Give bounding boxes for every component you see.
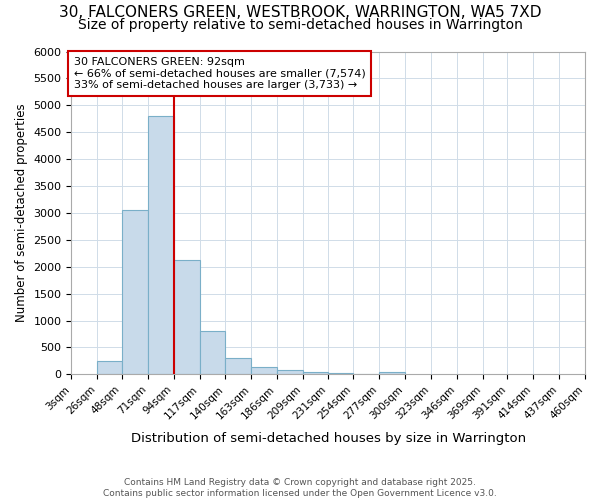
Bar: [303, 372, 328, 374]
Bar: [148, 116, 173, 374]
Bar: [379, 372, 405, 374]
Text: Size of property relative to semi-detached houses in Warrington: Size of property relative to semi-detach…: [77, 18, 523, 32]
Y-axis label: Number of semi-detached properties: Number of semi-detached properties: [15, 104, 28, 322]
Bar: [122, 210, 148, 374]
Text: Contains HM Land Registry data © Crown copyright and database right 2025.
Contai: Contains HM Land Registry data © Crown c…: [103, 478, 497, 498]
Bar: [328, 373, 353, 374]
Bar: [277, 370, 303, 374]
Text: 30, FALCONERS GREEN, WESTBROOK, WARRINGTON, WA5 7XD: 30, FALCONERS GREEN, WESTBROOK, WARRINGT…: [59, 5, 541, 20]
Bar: [200, 332, 226, 374]
Bar: [173, 260, 200, 374]
X-axis label: Distribution of semi-detached houses by size in Warrington: Distribution of semi-detached houses by …: [131, 432, 526, 445]
Bar: [226, 358, 251, 374]
Bar: [251, 367, 277, 374]
Bar: [97, 360, 122, 374]
Text: 30 FALCONERS GREEN: 92sqm
← 66% of semi-detached houses are smaller (7,574)
33% : 30 FALCONERS GREEN: 92sqm ← 66% of semi-…: [74, 57, 365, 90]
